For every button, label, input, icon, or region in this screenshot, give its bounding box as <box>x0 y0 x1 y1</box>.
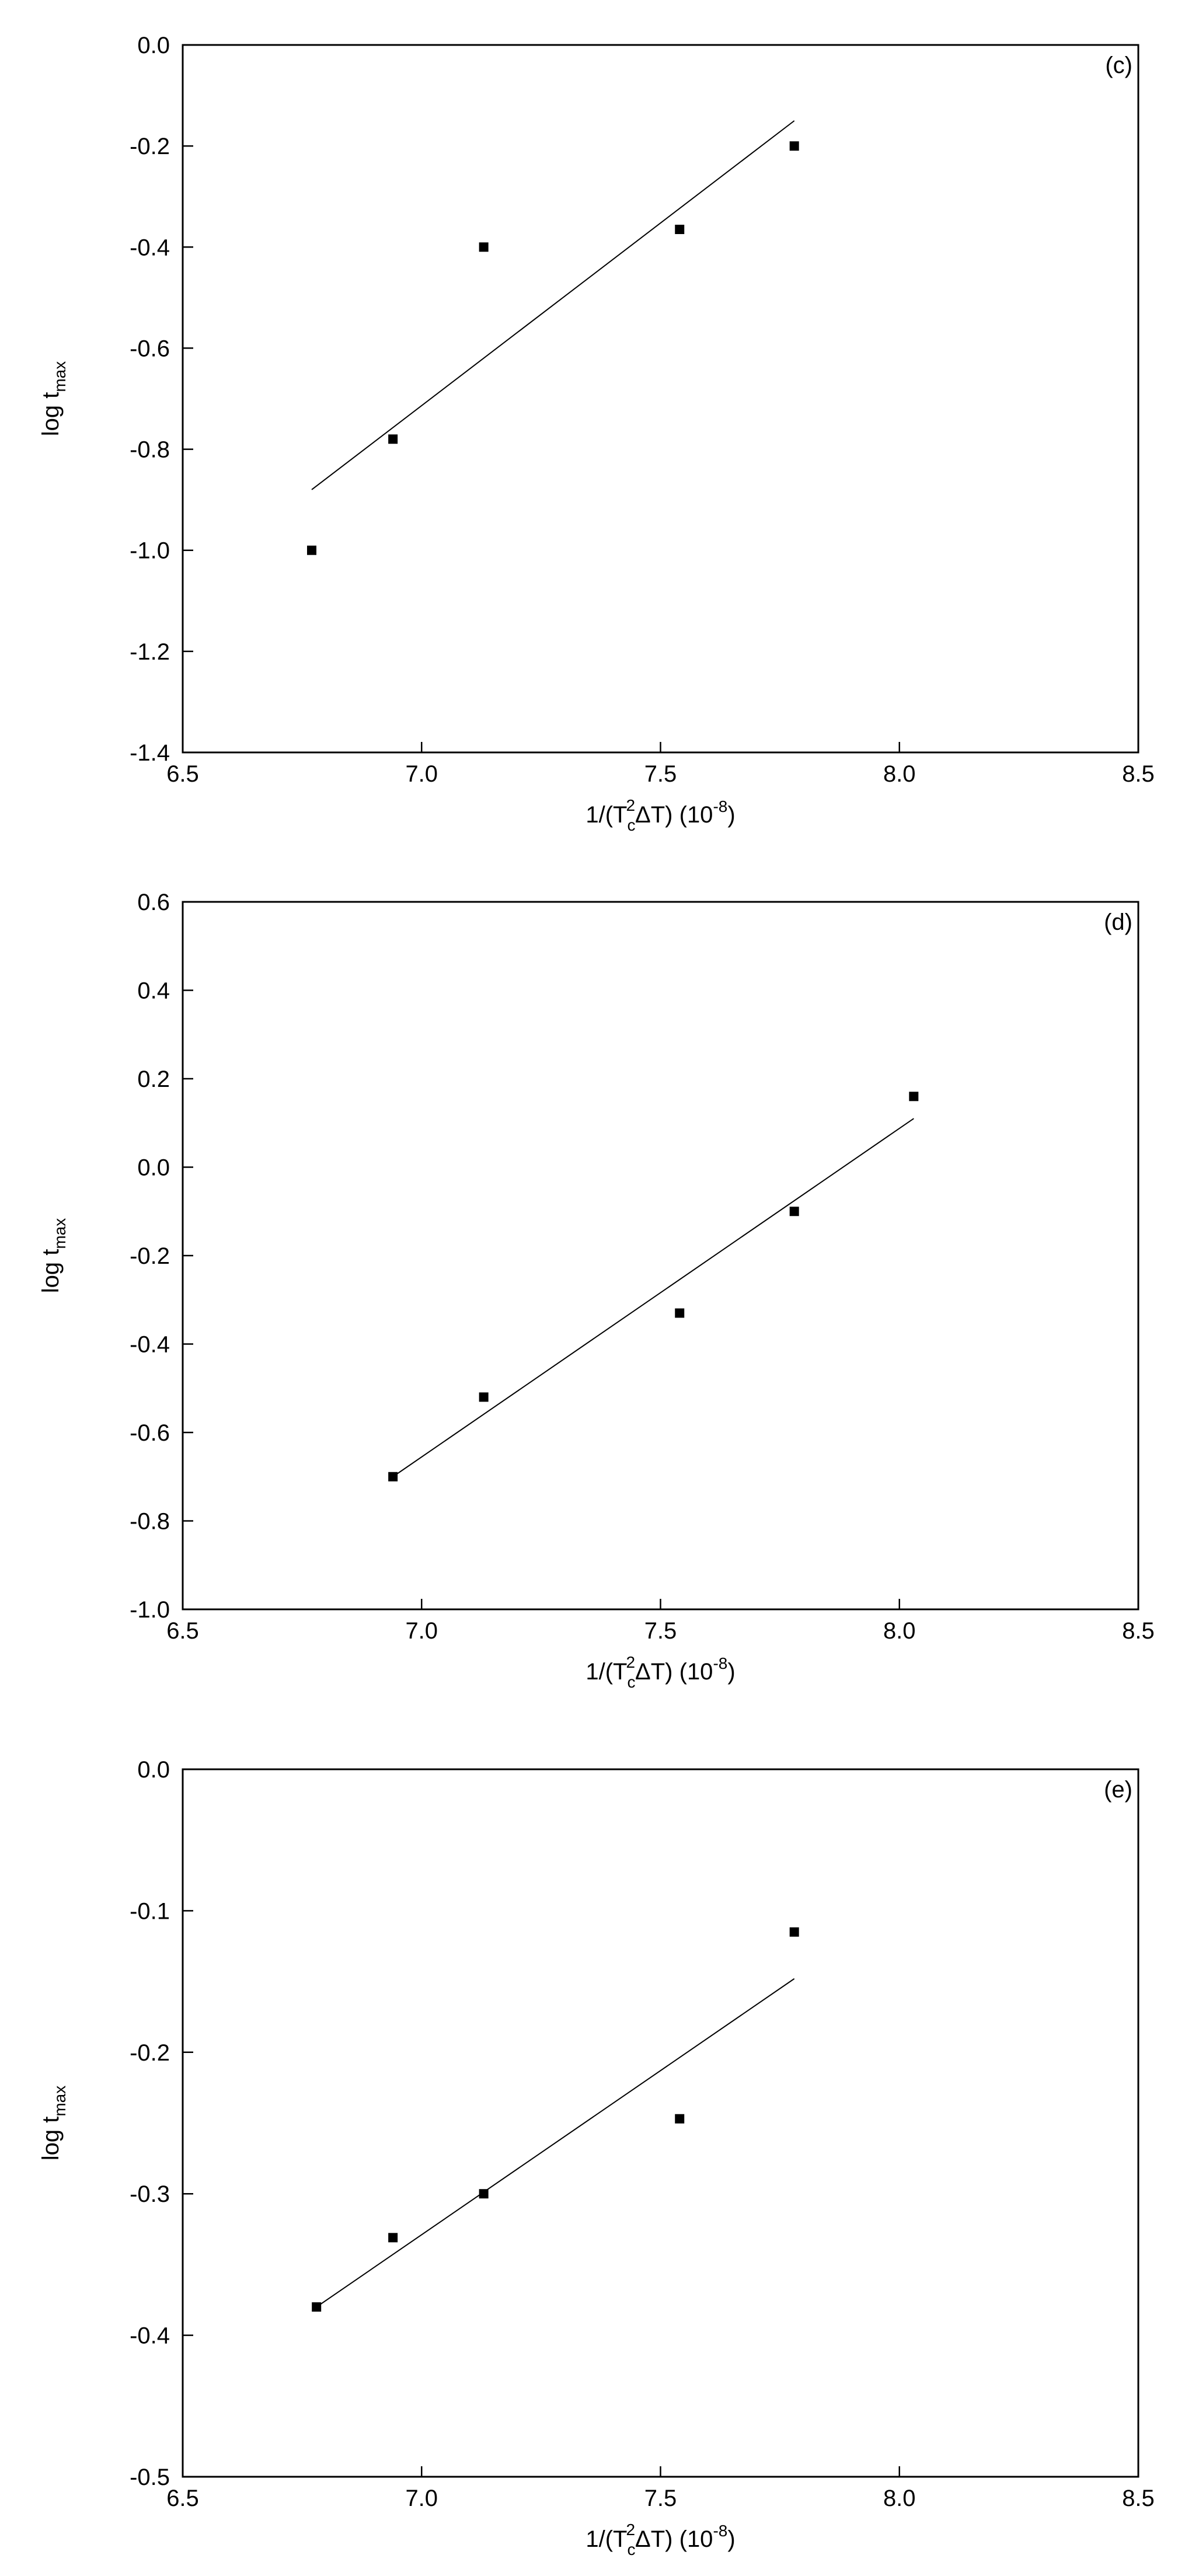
y-tick-label: -1.4 <box>130 740 170 766</box>
y-tick-label: 0.2 <box>137 1066 170 1092</box>
y-tick-label: -0.5 <box>130 2465 170 2490</box>
x-axis-label-part: 1/(T <box>585 802 627 828</box>
x-tick-label: 7.5 <box>644 1618 677 1644</box>
x-tick-label: 7.0 <box>405 2486 438 2511</box>
y-tick-label: -0.6 <box>130 336 170 361</box>
x-axis-label: 1/(Tc 2ΔT) (10-8) <box>585 796 735 834</box>
y-tick-label: 0.0 <box>137 33 170 58</box>
x-tick-label: 7.0 <box>405 1618 438 1644</box>
x-tick-label: 8.0 <box>883 761 916 787</box>
y-tick-label: -0.2 <box>130 1243 170 1269</box>
x-axis-label-part: 2 <box>626 1653 635 1671</box>
y-tick-label: -0.4 <box>130 1332 170 1358</box>
y-tick-label: -0.4 <box>130 235 170 260</box>
y-tick-label: -0.1 <box>130 1898 170 1924</box>
data-point <box>675 224 685 234</box>
x-tick-label: 8.5 <box>1122 761 1155 787</box>
x-axis-label-part: ΔT) (10 <box>635 1659 713 1685</box>
x-axis-label-part: ) <box>727 802 735 828</box>
x-tick-label: 7.5 <box>644 2486 677 2511</box>
fit-line <box>316 1978 795 2307</box>
chart-panel: 6.5 7.0 7.5 8.0 8.5 -1.0 -0.8 -0.6 -0.4 -0.2 0.0 0.… <box>38 890 1155 1691</box>
y-tick-label: 0.6 <box>137 890 170 915</box>
data-point <box>789 1207 799 1216</box>
y-axis-label: log tmax <box>38 2086 69 2161</box>
x-axis-label: 1/(Tc 2ΔT) (10-8) <box>585 1653 735 1691</box>
data-point <box>479 1392 489 1402</box>
x-axis-label-part: 1/(T <box>585 2526 627 2552</box>
data-point <box>789 141 799 151</box>
data-point <box>479 242 489 252</box>
x-axis-label-part: 1/(T <box>585 1659 627 1685</box>
y-tick-label: 0.0 <box>137 1155 170 1181</box>
y-axis-label-part: max <box>51 361 69 392</box>
plot-area <box>182 901 1139 1611</box>
data-point <box>909 1092 919 1101</box>
y-tick-label: -1.0 <box>130 538 170 564</box>
x-tick-label: 7.5 <box>644 761 677 787</box>
x-axis-label-part: 2 <box>626 796 635 814</box>
y-tick-label: -0.2 <box>130 2040 170 2066</box>
x-axis-label-part: ΔT) (10 <box>635 2526 713 2552</box>
data-point <box>306 545 316 555</box>
y-tick-label: -0.2 <box>130 134 170 159</box>
x-tick-label: 8.5 <box>1122 2486 1155 2511</box>
y-tick-label: -1.2 <box>130 639 170 665</box>
y-axis-label-part: log t <box>38 2117 64 2161</box>
y-tick-label: -0.8 <box>130 437 170 463</box>
y-axis-label: log tmax <box>38 1218 69 1294</box>
data-point <box>388 1472 398 1482</box>
y-tick-label: -0.8 <box>130 1509 170 1535</box>
y-axis-label-part: log t <box>38 1249 64 1294</box>
y-tick-label: 0.4 <box>137 978 170 1004</box>
fit-line <box>392 1118 914 1477</box>
annotation: (c) <box>1105 53 1132 78</box>
fit-line <box>311 120 795 490</box>
y-axis-label-part: log t <box>38 392 64 437</box>
data-point <box>675 1308 685 1318</box>
x-tick-label: 6.5 <box>166 1618 199 1644</box>
x-axis-label-part: c <box>627 1673 635 1691</box>
x-axis-label-part: 2 <box>626 2521 635 2539</box>
data-point <box>789 1927 799 1937</box>
x-tick-label: 6.5 <box>166 2486 199 2511</box>
x-axis-label-part: c <box>627 2540 635 2558</box>
x-tick-label: 6.5 <box>166 761 199 787</box>
x-axis-label-part: -8 <box>713 797 727 815</box>
data-point <box>388 2233 398 2243</box>
data-point <box>675 2114 685 2124</box>
data-point <box>388 434 398 444</box>
y-tick-label: -0.4 <box>130 2323 170 2349</box>
y-tick-label: 0.0 <box>137 1757 170 1783</box>
y-axis-label-part: max <box>51 1218 69 1249</box>
chart-panel: 6.5 7.0 7.5 8.0 8.5 -0.5 -0.4 -0.3 -0.2 -0.1 0.0 (e… <box>38 1757 1155 2558</box>
x-axis-label-part: c <box>627 816 635 834</box>
x-tick-label: 8.0 <box>883 1618 916 1644</box>
plot-area <box>182 44 1139 754</box>
y-tick-label: -0.3 <box>130 2181 170 2207</box>
x-tick-label: 7.0 <box>405 761 438 787</box>
y-tick-label: -1.0 <box>130 1597 170 1623</box>
x-axis-label-part: -8 <box>713 2522 727 2540</box>
y-axis-label: log tmax <box>38 361 69 437</box>
x-axis-label-part: ) <box>727 1659 735 1685</box>
annotation: (e) <box>1104 1777 1132 1803</box>
annotation: (d) <box>1104 909 1132 935</box>
x-axis-label: 1/(Tc2ΔT) (10-8) <box>585 2521 735 2558</box>
x-tick-label: 8.5 <box>1122 1618 1155 1644</box>
x-axis-label-part: -8 <box>713 1654 727 1672</box>
x-tick-label: 8.0 <box>883 2486 916 2511</box>
y-tick-label: -0.6 <box>130 1420 170 1446</box>
data-point <box>312 2302 322 2312</box>
x-axis-label-part: ) <box>727 2526 735 2552</box>
data-point <box>479 2189 489 2199</box>
plot-area <box>182 1768 1139 2478</box>
chart-panel: 6.5 7.0 7.5 8.0 8.5 -1.4 -1.2 -1.0 -0.8 -0.6 -0.4 -… <box>38 33 1155 834</box>
y-axis-label-part: max <box>51 2086 69 2117</box>
x-axis-label-part: ΔT) (10 <box>635 802 713 828</box>
